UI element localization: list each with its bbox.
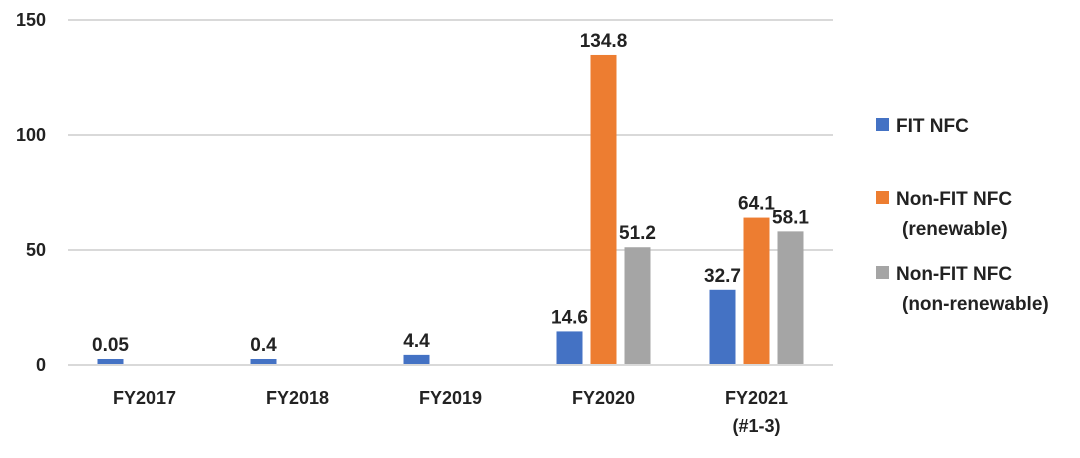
x-category-label: FY2020 [572, 388, 635, 408]
data-label: 58.1 [772, 207, 809, 228]
bar-series-0-cat-4 [709, 289, 736, 365]
x-axis: FY2017 FY2018 FY2019 FY2020 FY2021 (#1-3) [68, 364, 833, 436]
bar-series-1-cat-4 [743, 217, 770, 365]
bar-series-0-cat-2 [403, 354, 430, 365]
legend-label: (renewable) [902, 219, 1008, 240]
legend: FIT NFC Non-FIT NFC (renewable) Non-FIT NFC… [876, 116, 1049, 315]
y-tick-label: 0 [36, 355, 46, 375]
legend-swatch [876, 191, 889, 204]
bar-series-0-cat-0 [97, 359, 124, 365]
bar-series-0-cat-3 [556, 331, 583, 365]
data-label: 4.4 [403, 331, 430, 352]
legend-label: FIT NFC [896, 116, 969, 137]
y-tick-label: 100 [16, 125, 46, 145]
data-label: 64.1 [738, 194, 775, 215]
legend-label: Non-FIT NFC [896, 189, 1012, 210]
legend-label: (non-renewable) [902, 294, 1049, 315]
y-tick-label: 50 [26, 240, 46, 260]
y-axis-ticks: 0 50 100 150 [16, 10, 46, 375]
bar-series-1-cat-3 [590, 54, 617, 366]
y-tick-label: 150 [16, 10, 46, 30]
x-category-label: FY2018 [266, 388, 329, 408]
bar-series-2-cat-4 [777, 231, 804, 365]
data-label: 32.7 [704, 266, 741, 287]
x-category-label: FY2017 [113, 388, 176, 408]
bar-series-2-cat-3 [624, 247, 651, 365]
data-labels: 0.05 0.4 4.4 14.6 134.8 51.2 32.7 64.158.1 [92, 31, 809, 356]
bar-series-0-cat-1 [250, 359, 277, 365]
data-label: 14.6 [551, 307, 588, 328]
data-label: 134.8 [580, 31, 628, 52]
data-label: 0.05 [92, 335, 129, 356]
legend-swatch [876, 118, 889, 131]
data-label: 51.2 [619, 223, 656, 244]
data-label: 0.4 [250, 335, 277, 356]
x-category-label: (#1-3) [732, 416, 780, 436]
x-category-label: FY2021 [725, 388, 788, 408]
x-category-label: FY2019 [419, 388, 482, 408]
legend-swatch [876, 266, 889, 279]
bars [97, 54, 804, 366]
legend-label: Non-FIT NFC [896, 264, 1012, 285]
